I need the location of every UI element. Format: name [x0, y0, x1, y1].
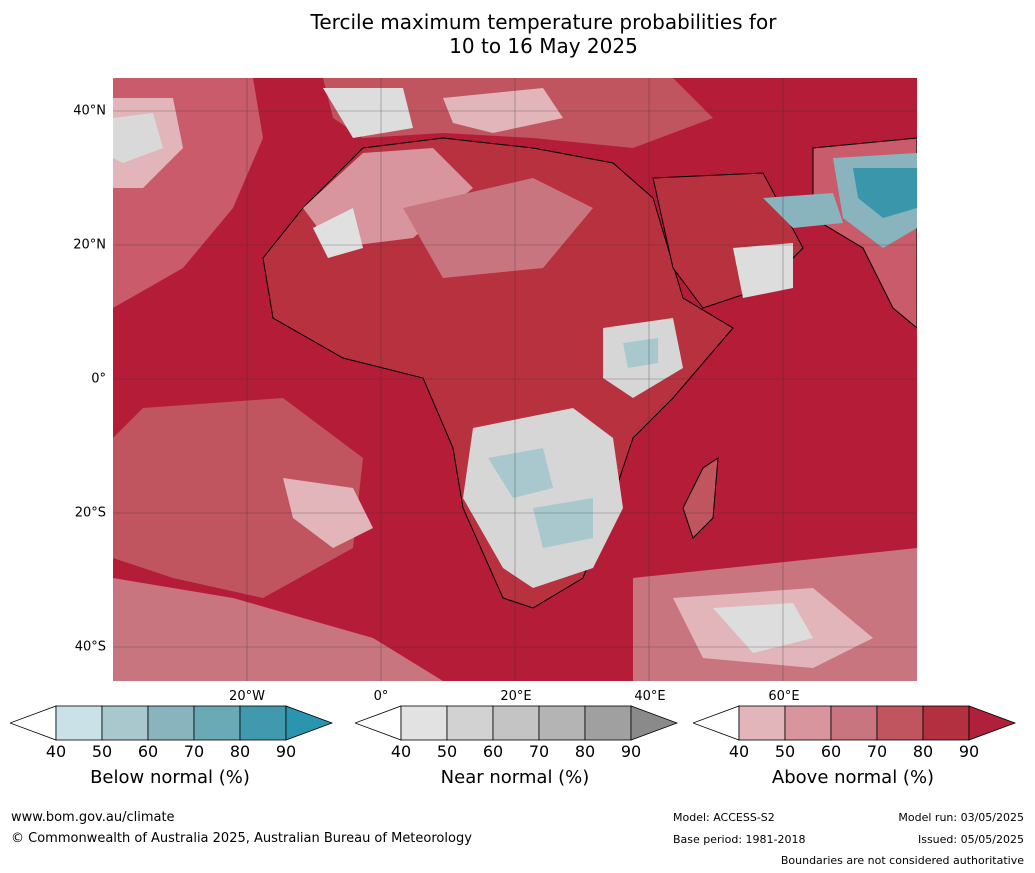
- south-atlantic-lower: [113, 578, 443, 681]
- footer-model: Model: ACCESS-S2: [673, 811, 775, 824]
- colorbar-label-near: Near normal (%): [440, 767, 590, 788]
- iberia-patch: [323, 88, 413, 138]
- colorbar-segment: [492, 705, 540, 741]
- sahara-near-patch: [313, 208, 363, 258]
- colorbar-label-above: Above normal (%): [771, 767, 935, 788]
- colorbar-tick-label: 50: [774, 742, 796, 761]
- colorbar-tick-label: 90: [620, 742, 642, 761]
- colorbar-tick-label: 80: [574, 742, 596, 761]
- colorbar-segment: [738, 705, 786, 741]
- map-title: Tercile maximum temperature probabilitie…: [0, 10, 1035, 58]
- lon-label-60e: 60°E: [768, 689, 800, 704]
- graticule: [113, 78, 917, 681]
- lon-label-40e: 40°E: [634, 689, 666, 704]
- footer-model-run: Model run: 03/05/2025: [898, 811, 1024, 824]
- colorbar-segment: [147, 705, 195, 741]
- colorbar-arrow-low: [355, 705, 402, 741]
- sahara-central-patch: [403, 178, 593, 278]
- east-africa-below: [623, 338, 658, 368]
- colorbar-tick-label: 70: [528, 742, 550, 761]
- colorbar-tick-label: 90: [958, 742, 980, 761]
- atlantic-near-patch: [113, 113, 163, 163]
- italy-balkan-patch: [443, 88, 563, 133]
- lon-label-0: 0°: [373, 689, 389, 704]
- colorbar-tick-label: 80: [912, 742, 934, 761]
- colorbar-tick-label: 90: [275, 742, 297, 761]
- colorbar-above-svg: [693, 705, 1017, 741]
- colorbar-segment: [193, 705, 241, 741]
- colorbar-tick-label: 70: [183, 742, 205, 761]
- southern-africa-below-2: [533, 498, 593, 548]
- probability-map[interactable]: [113, 78, 917, 681]
- colorbar-below-normal: [10, 704, 340, 744]
- colorbar-above-normal: [693, 704, 1023, 744]
- lon-label-20w: 20°W: [229, 689, 265, 704]
- colorbar-segment: [538, 705, 586, 741]
- colorbar-segment: [784, 705, 832, 741]
- colorbar-arrow-low: [10, 705, 57, 741]
- colorbar-segment: [830, 705, 878, 741]
- footer-website[interactable]: www.bom.gov.au/climate: [11, 810, 175, 825]
- lat-label-20n: 20°N: [73, 237, 106, 253]
- india-below-strong: [853, 168, 917, 218]
- colorbar-segment: [922, 705, 970, 741]
- colorbar-tick-label: 60: [482, 742, 504, 761]
- colorbar-segment: [101, 705, 149, 741]
- colorbar-tick-label: 70: [866, 742, 888, 761]
- colorbar-near-svg: [355, 705, 679, 741]
- colorbar-arrow-high: [285, 705, 334, 741]
- title-line-2: 10 to 16 May 2025: [449, 34, 638, 58]
- footer-issued: Issued: 05/05/2025: [917, 833, 1024, 846]
- colorbar-below-svg: [10, 705, 334, 741]
- colorbar-tick-label: 60: [137, 742, 159, 761]
- colorbar-label-below: Below normal (%): [90, 767, 250, 788]
- colorbar-tick-label: 50: [436, 742, 458, 761]
- lat-label-0: 0°: [91, 371, 106, 387]
- colorbar-tick-label: 40: [390, 742, 412, 761]
- colorbar-arrow-high: [630, 705, 679, 741]
- colorbar-segment: [400, 705, 448, 741]
- colorbar-tick-label: 50: [91, 742, 113, 761]
- footer-base-period: Base period: 1981-2018: [673, 833, 806, 846]
- lon-label-20e: 20°E: [500, 689, 532, 704]
- colorbar-arrow-high: [968, 705, 1017, 741]
- colorbar-near-normal: [355, 704, 685, 744]
- indian-ocean-near: [713, 603, 813, 653]
- colorbar-arrow-low: [693, 705, 740, 741]
- colorbar-segment: [239, 705, 287, 741]
- colorbar-segment: [584, 705, 632, 741]
- southern-africa-near: [463, 408, 623, 588]
- map-canvas: [113, 78, 917, 681]
- colorbar-segment: [876, 705, 924, 741]
- lat-label-40n: 40°N: [73, 103, 106, 119]
- lat-label-20s: 20°S: [74, 505, 106, 521]
- footer-copyright: © Commonwealth of Australia 2025, Austra…: [11, 831, 472, 846]
- south-atlantic-patch: [113, 398, 363, 598]
- colorbar-tick-label: 80: [229, 742, 251, 761]
- colorbar-tick-label: 60: [820, 742, 842, 761]
- lat-label-40s: 40°S: [74, 639, 106, 655]
- colorbar-tick-label: 40: [45, 742, 67, 761]
- colorbar-tick-label: 40: [728, 742, 750, 761]
- footer-disclaimer: Boundaries are not considered authoritat…: [780, 854, 1024, 867]
- colorbar-segment: [55, 705, 103, 741]
- madagascar: [682, 457, 719, 539]
- arabia-near-patch: [733, 243, 793, 298]
- southern-africa-below-1: [488, 448, 553, 498]
- colorbar-segment: [446, 705, 494, 741]
- title-line-1: Tercile maximum temperature probabilitie…: [310, 10, 777, 34]
